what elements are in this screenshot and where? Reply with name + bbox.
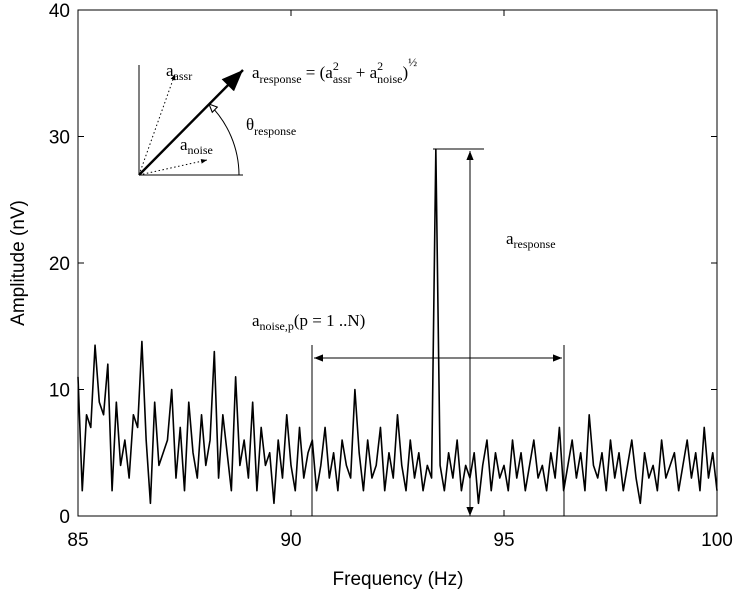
assr-label: aassr	[166, 61, 192, 83]
equation: aresponse = (a2 assr + a2 noise)½	[252, 55, 417, 86]
noise-range-label: anoise,p(p = 1 ..N)	[252, 311, 365, 333]
x-tick-label: 85	[67, 530, 88, 551]
y-axis-label: Amplitude (nV)	[8, 200, 29, 326]
data-line	[77, 148, 718, 505]
x-tick-label: 95	[493, 530, 514, 551]
y-tick-label: 10	[49, 381, 70, 402]
x-tick-label: 100	[701, 530, 733, 551]
response-label: aresponse	[506, 229, 556, 251]
theta-label: θresponse	[246, 115, 296, 138]
response-markers	[311, 148, 565, 516]
y-tick-label: 0	[59, 507, 70, 528]
y-tick-label: 40	[49, 1, 70, 22]
noise-label: anoise	[180, 135, 213, 157]
plot-area: 85 90 95 100 0 10 20 30 40	[49, 1, 733, 551]
x-tick-label: 90	[280, 530, 301, 551]
y-tick-label: 30	[49, 128, 70, 149]
y-tick-label: 20	[49, 254, 70, 275]
vector-diagram	[138, 65, 244, 176]
x-axis-label: Frequency (Hz)	[333, 569, 464, 590]
